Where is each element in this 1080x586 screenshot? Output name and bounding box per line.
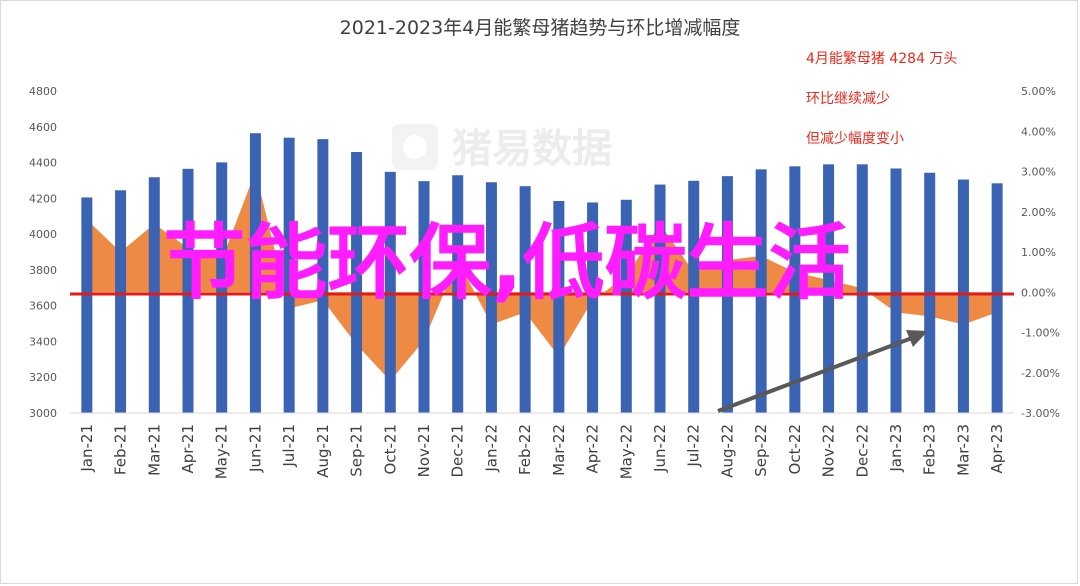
bar-Jun-21 <box>249 133 261 413</box>
x-axis-ticks: Jan-21 Feb-21 Mar-21 Apr-21 May-21 Jun-21 Jul-… <box>78 424 1006 479</box>
right-tick-label: -2.00% <box>1021 367 1060 380</box>
overlay-slogan: 节能环保,低碳生活 <box>163 216 850 311</box>
right-tick-label: 0.00% <box>1021 286 1056 299</box>
trend-arrow-line <box>717 336 913 413</box>
x-tick-label: Nov-21 <box>415 424 433 477</box>
bar-Apr-21 <box>182 168 194 413</box>
x-tick-label: Apr-22 <box>584 424 602 474</box>
x-tick-label: Jul-22 <box>685 424 703 468</box>
bar-Sep-21 <box>351 152 363 414</box>
bar-May-21 <box>216 162 228 413</box>
x-tick-label: Dec-21 <box>449 424 467 478</box>
right-tick-label: -1.00% <box>1021 327 1060 340</box>
annotation-1: 4月能繁母猪 4284 万头 <box>806 51 957 67</box>
bar-Jan-23 <box>890 168 902 413</box>
bar-Feb-21 <box>115 190 127 413</box>
x-tick-label: Oct-21 <box>381 424 399 474</box>
x-tick-label: Feb-23 <box>921 424 939 475</box>
change-area-layer <box>86 171 998 381</box>
x-tick-label: Aug-22 <box>718 424 736 478</box>
x-tick-label: Nov-22 <box>820 424 838 477</box>
x-tick-label: Feb-22 <box>516 424 534 475</box>
bar-Mar-22 <box>553 201 565 413</box>
left-tick-label: 3600 <box>29 300 57 313</box>
left-tick-label: 3200 <box>29 371 57 384</box>
bar-Oct-22 <box>789 166 801 413</box>
right-tick-label: 5.00% <box>1021 85 1056 98</box>
x-tick-label: Mar-22 <box>550 424 568 476</box>
right-tick-label: 2.00% <box>1021 206 1056 219</box>
bar-May-22 <box>620 199 632 413</box>
x-tick-label: Dec-22 <box>853 424 871 478</box>
bar-Jul-22 <box>688 180 700 413</box>
x-tick-label: Mar-21 <box>145 424 163 476</box>
trend-arrow-head <box>906 330 928 347</box>
left-tick-label: 3800 <box>29 264 57 277</box>
left-tick-label: 4000 <box>29 228 57 241</box>
bar-Apr-23 <box>991 183 1003 413</box>
x-tick-label: Sep-22 <box>752 424 770 477</box>
x-tick-label: Sep-21 <box>348 424 366 477</box>
bar-Dec-22 <box>856 164 868 413</box>
x-tick-label: May-21 <box>213 424 231 479</box>
left-tick-label: 4400 <box>29 157 57 170</box>
bar-Oct-21 <box>384 171 396 413</box>
x-tick-label: Jun-22 <box>651 424 669 473</box>
x-tick-label: Jun-21 <box>246 424 264 473</box>
x-tick-label: Feb-21 <box>112 424 130 475</box>
annotation-3: 但减少幅度变小 <box>806 131 904 147</box>
right-tick-label: 1.00% <box>1021 246 1056 259</box>
bar-Sep-22 <box>755 169 767 413</box>
right-tick-label: 3.00% <box>1021 166 1056 179</box>
x-tick-label: Apr-21 <box>179 424 197 474</box>
left-axis-ticks: 4800 4600 4400 4200 4000 3800 3600 3400 3200 3000 <box>29 85 57 420</box>
x-tick-label: Mar-23 <box>954 424 972 476</box>
x-tick-label: Oct-22 <box>786 424 804 474</box>
x-tick-label: Jan-21 <box>78 424 96 473</box>
bar-Feb-22 <box>519 186 531 413</box>
x-tick-label: May-22 <box>617 424 635 479</box>
watermark: 猪易数据 <box>392 124 612 172</box>
bar-Jan-22 <box>485 182 497 413</box>
x-tick-label: Apr-23 <box>988 424 1006 474</box>
right-tick-label: -3.00% <box>1021 407 1060 420</box>
x-tick-label: Jan-23 <box>887 424 905 473</box>
left-tick-label: 3400 <box>29 335 57 348</box>
bar-Apr-22 <box>587 202 599 413</box>
right-tick-label: 4.00% <box>1021 125 1056 138</box>
right-axis-ticks: 5.00% 4.00% 3.00% 2.00% 1.00% 0.00% -1.00% -2.0… <box>1021 85 1060 420</box>
bar-Jan-21 <box>81 197 93 413</box>
annotation-2: 环比继续减少 <box>806 90 890 107</box>
left-tick-label: 4200 <box>29 192 57 205</box>
watermark-text: 猪易数据 <box>452 126 612 172</box>
bar-Jul-21 <box>283 137 295 413</box>
change-area <box>86 171 998 381</box>
left-tick-label: 4800 <box>29 85 57 98</box>
watermark-logo-circle <box>403 135 427 159</box>
bar-Aug-21 <box>317 139 329 414</box>
trend-arrow <box>717 330 928 413</box>
left-tick-label: 3000 <box>29 407 57 420</box>
bar-Jun-22 <box>654 184 666 413</box>
bar-Mar-23 <box>957 179 969 413</box>
x-tick-label: Jan-22 <box>482 424 500 473</box>
bar-Nov-21 <box>418 181 430 413</box>
x-tick-label: Aug-21 <box>314 424 332 478</box>
left-tick-label: 4600 <box>29 121 57 134</box>
bar-Nov-22 <box>823 164 835 413</box>
x-tick-label: Jul-21 <box>280 424 298 468</box>
chart-title: 2021-2023年4月能繁母猪趋势与环比增减幅度 <box>340 17 741 39</box>
